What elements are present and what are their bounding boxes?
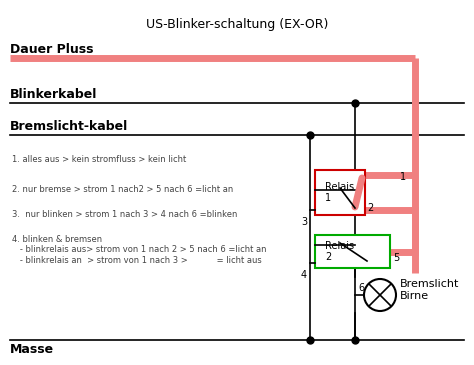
Text: US-Blinker-schaltung (EX-OR): US-Blinker-schaltung (EX-OR) [146,18,328,31]
Text: Blinkerkabel: Blinkerkabel [10,88,97,101]
Text: 4. blinken & bremsen
   - blinkrelais aus> strom von 1 nach 2 > 5 nach 6 =licht : 4. blinken & bremsen - blinkrelais aus> … [12,235,266,265]
Text: Bremslicht-kabel: Bremslicht-kabel [10,120,128,133]
Text: 3: 3 [301,217,307,227]
Text: Masse: Masse [10,343,54,356]
Text: Relais
1: Relais 1 [325,182,354,203]
Bar [315,170,365,215]
Text: Relais
2: Relais 2 [325,241,354,262]
Text: 6: 6 [358,283,364,293]
Text: Bremslicht
Birne: Bremslicht Birne [400,279,459,301]
Text: 3.  nur blinken > strom 1 nach 3 > 4 nach 6 =blinken: 3. nur blinken > strom 1 nach 3 > 4 nach… [12,210,237,219]
Text: 5: 5 [393,253,399,263]
Bar [315,235,390,268]
Text: 1. alles aus > kein stromfluss > kein licht: 1. alles aus > kein stromfluss > kein li… [12,155,186,164]
Text: 1: 1 [400,172,406,182]
Circle shape [364,279,396,311]
Text: 4: 4 [301,270,307,280]
Text: 2. nur bremse > strom 1 nach2 > 5 nach 6 =licht an: 2. nur bremse > strom 1 nach2 > 5 nach 6… [12,185,233,194]
Text: Dauer Pluss: Dauer Pluss [10,43,93,56]
Text: 2: 2 [367,203,373,213]
